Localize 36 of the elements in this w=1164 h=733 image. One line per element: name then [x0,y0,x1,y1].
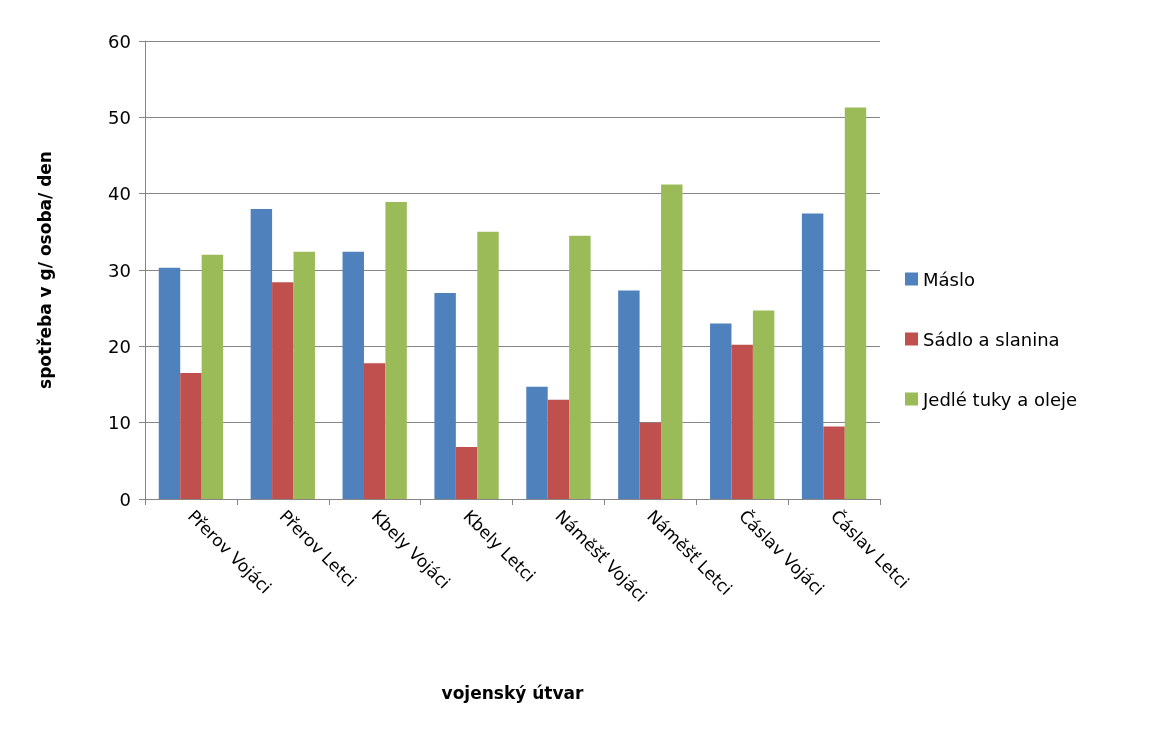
legend-label: Sádlo a slanina [923,328,1060,350]
bar [272,282,294,499]
bar [731,344,753,499]
bar [455,447,478,499]
bar [801,213,824,499]
bar [752,310,775,499]
bar [526,386,548,499]
y-axis-title: spotřeba v g/ osoba/ den [34,151,55,389]
y-tick-label: 10 [108,412,131,434]
bar [363,363,386,499]
bar [293,251,315,499]
bar [477,231,499,499]
bar [547,399,570,499]
y-tick-label: 60 [108,30,131,52]
bar [639,422,662,499]
bar [618,290,640,499]
bar [844,107,867,499]
legend-label: Jedlé tuky a oleje [922,388,1078,410]
y-tick-label: 50 [108,106,131,128]
bar [180,373,202,499]
bar [342,251,364,499]
x-axis-title: vojenský útvar [441,682,585,703]
y-tick-label: 30 [108,259,131,281]
bar [250,208,273,499]
y-tick-label: 20 [108,335,131,357]
bar [434,292,456,499]
bar [158,267,181,499]
legend-label: Máslo [923,268,975,290]
bar [661,184,683,499]
bar [201,254,224,499]
y-tick-label: 40 [108,183,131,205]
bar [569,235,591,499]
bar [710,323,732,499]
bar [823,426,845,499]
bar [385,202,407,499]
y-tick-label: 0 [119,488,131,510]
